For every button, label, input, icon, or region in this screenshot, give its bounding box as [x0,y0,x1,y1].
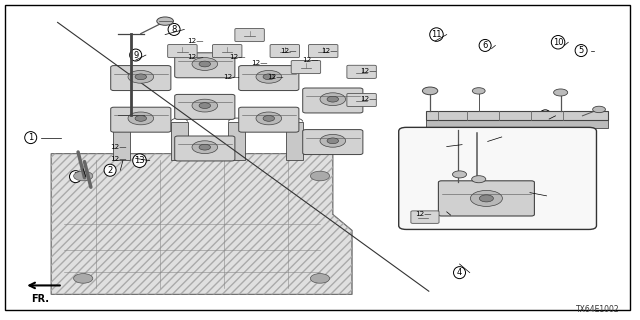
FancyBboxPatch shape [168,44,197,58]
Circle shape [320,134,346,147]
Circle shape [310,274,330,283]
Text: 10: 10 [553,38,563,47]
Text: 11: 11 [431,30,442,39]
Text: 14: 14 [531,191,541,200]
Text: 12—: 12— [187,38,204,44]
Text: 1: 1 [28,133,33,142]
Polygon shape [171,122,188,160]
Polygon shape [286,122,303,160]
Circle shape [452,171,467,178]
Circle shape [263,116,275,121]
FancyBboxPatch shape [239,107,299,132]
Circle shape [256,70,282,83]
FancyBboxPatch shape [111,66,171,91]
Circle shape [199,61,211,67]
Text: 2: 2 [108,166,113,175]
Circle shape [472,176,486,183]
Text: 16: 16 [486,132,497,141]
FancyBboxPatch shape [175,94,235,119]
Text: 12—: 12— [360,96,376,102]
Circle shape [74,274,93,283]
FancyBboxPatch shape [303,88,363,113]
FancyBboxPatch shape [239,66,299,91]
Circle shape [135,74,147,80]
FancyBboxPatch shape [175,136,235,161]
FancyBboxPatch shape [270,44,300,58]
FancyBboxPatch shape [399,127,596,229]
Bar [426,120,608,128]
FancyBboxPatch shape [175,53,235,78]
Text: 12—: 12— [360,68,376,74]
Circle shape [199,144,211,150]
FancyBboxPatch shape [235,28,264,42]
Text: TX64E1002: TX64E1002 [576,305,620,314]
Circle shape [256,112,282,125]
Circle shape [327,138,339,144]
Text: 12—: 12— [187,54,204,60]
Circle shape [192,58,218,70]
FancyBboxPatch shape [347,65,376,78]
Text: FR.: FR. [31,294,49,304]
FancyBboxPatch shape [291,60,321,74]
Circle shape [128,112,154,125]
Text: 8: 8 [172,25,177,34]
FancyBboxPatch shape [111,107,171,132]
Circle shape [593,106,605,113]
Text: 4: 4 [457,268,462,277]
Circle shape [157,17,173,25]
Circle shape [135,116,147,121]
FancyBboxPatch shape [438,181,534,216]
Circle shape [263,74,275,80]
Polygon shape [51,154,352,294]
Text: 12—: 12— [415,211,431,217]
Circle shape [74,171,93,181]
FancyBboxPatch shape [212,44,242,58]
Circle shape [479,195,493,202]
Text: 12—: 12— [110,144,127,150]
Circle shape [320,93,346,106]
Text: 12—: 12— [110,156,127,162]
Text: 12—: 12— [268,74,284,80]
Text: 13: 13 [134,156,145,165]
Text: 12—: 12— [321,48,338,53]
Text: 7: 7 [543,111,548,120]
Text: 12—: 12— [251,60,268,66]
Circle shape [199,103,211,108]
FancyBboxPatch shape [411,211,439,223]
Circle shape [192,99,218,112]
Text: 12—: 12— [302,57,319,63]
Circle shape [327,96,339,102]
FancyBboxPatch shape [347,93,376,107]
Text: 5: 5 [579,46,584,55]
Polygon shape [113,122,130,160]
Text: 12—: 12— [223,75,239,80]
Circle shape [554,89,568,96]
FancyBboxPatch shape [303,130,363,155]
Circle shape [192,141,218,154]
Text: 3: 3 [73,172,78,181]
Text: 17: 17 [431,142,442,151]
Bar [426,111,608,120]
Text: 15: 15 [435,211,445,220]
FancyBboxPatch shape [308,44,338,58]
Text: 12—: 12— [280,48,297,53]
Text: 12—: 12— [229,54,246,60]
Circle shape [128,70,154,83]
Circle shape [310,171,330,181]
Circle shape [422,87,438,95]
Circle shape [470,190,502,206]
Text: 6: 6 [483,41,488,50]
Circle shape [472,88,485,94]
Polygon shape [228,122,245,160]
Text: 9: 9 [133,51,138,60]
